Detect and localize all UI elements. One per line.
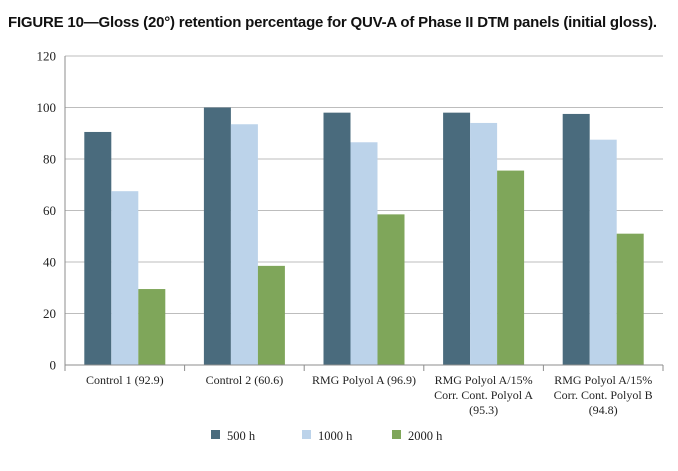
y-tick-label: 40 (43, 255, 56, 270)
x-category-label: Corr. Cont. Polyol A (434, 388, 533, 402)
legend-swatch (302, 430, 311, 439)
bar-500h (203, 107, 231, 365)
y-tick-label: 20 (43, 306, 56, 321)
x-category-label: Control 1 (92.9) (86, 373, 164, 387)
figure-title: FIGURE 10—Gloss (20°) retention percenta… (8, 14, 657, 31)
x-category-label: (94.8) (589, 403, 618, 417)
bar-2000h (257, 265, 285, 365)
y-axis: 0 20 40 60 80 100 120 (37, 49, 66, 373)
bar-1000h (111, 191, 139, 365)
x-category-label: Corr. Cont. Polyol B (554, 388, 653, 402)
bar-2000h (616, 233, 644, 365)
y-tick-label: 120 (37, 49, 57, 64)
legend-label: 2000 h (408, 429, 443, 443)
y-tick-label: 100 (37, 100, 57, 115)
y-tick-label: 0 (50, 358, 57, 373)
bar-2000h (497, 170, 525, 365)
x-category-label: RMG Polyol A/15% (554, 373, 652, 387)
legend-swatch (392, 430, 401, 439)
bars (84, 107, 644, 366)
y-tick-label: 60 (43, 203, 56, 218)
legend-swatch (211, 430, 220, 439)
x-category-label: Control 2 (60.6) (206, 373, 284, 387)
bar-500h (443, 112, 471, 366)
bar-1000h (230, 124, 258, 365)
legend-label: 500 h (227, 429, 256, 443)
bar-1000h (350, 142, 378, 365)
bar-2000h (377, 214, 405, 365)
bar-1000h (470, 122, 498, 365)
legend-label: 1000 h (318, 429, 353, 443)
bar-1000h (589, 139, 617, 365)
bar-500h (84, 131, 112, 365)
x-category-label: RMG Polyol A (96.9) (312, 373, 416, 387)
x-axis: Control 1 (92.9) Control 2 (60.6) RMG Poly… (64, 364, 664, 417)
bar-500h (323, 112, 351, 366)
bar-500h (562, 113, 590, 365)
legend: 500 h 1000 h 2000 h (211, 429, 443, 443)
bar-2000h (138, 289, 166, 365)
x-category-label: RMG Polyol A/15% (435, 373, 533, 387)
y-tick-label: 80 (43, 152, 56, 167)
x-category-label: (95.3) (469, 403, 498, 417)
